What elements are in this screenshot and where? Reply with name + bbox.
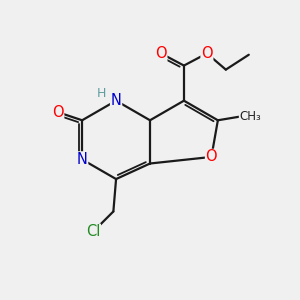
Text: H: H [97, 87, 106, 101]
Text: O: O [206, 149, 217, 164]
Text: O: O [155, 46, 167, 61]
Text: O: O [201, 46, 213, 61]
Text: CH₃: CH₃ [239, 110, 261, 123]
Text: N: N [77, 152, 88, 167]
Text: Cl: Cl [86, 224, 100, 239]
Text: N: N [111, 93, 122, 108]
Text: O: O [52, 105, 64, 120]
